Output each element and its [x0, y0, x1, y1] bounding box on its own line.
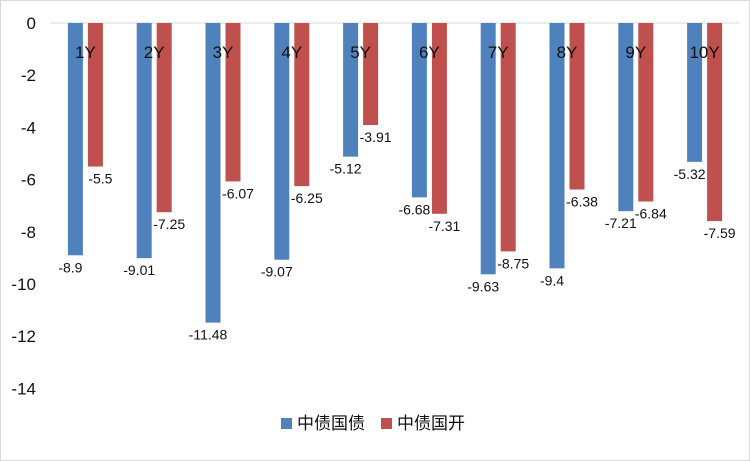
category-label: 8Y: [557, 43, 578, 62]
category-labels: 1Y 2Y 3Y 4Y 5Y 6Y 7Y 8Y 9Y 10Y: [75, 43, 720, 62]
data-label: -7.31: [428, 218, 460, 234]
data-label: -6.07: [222, 185, 254, 201]
bar-series2-4Y: [294, 23, 310, 187]
data-label: -5.5: [88, 171, 112, 187]
bar-series1-3Y: [205, 23, 221, 323]
y-tick-label: -6: [21, 171, 36, 190]
y-tick-label: -10: [11, 275, 36, 294]
data-label: -6.68: [398, 201, 430, 217]
data-label: -9.4: [540, 272, 564, 288]
data-label: -6.84: [635, 206, 667, 222]
data-label: -5.12: [330, 161, 362, 177]
bar-series2-3Y: [225, 23, 241, 182]
bar-series1-6Y: [411, 23, 427, 198]
category-label: 1Y: [75, 43, 96, 62]
bar-series2-6Y: [431, 23, 447, 214]
bar-series2-9Y: [638, 23, 654, 202]
bar-series2-7Y: [500, 23, 516, 252]
legend-swatch: [281, 418, 292, 429]
bar-series1-10Y: [687, 23, 703, 162]
bar-series2-1Y: [87, 23, 103, 167]
data-label: -5.32: [674, 166, 706, 182]
data-label: -9.07: [261, 264, 293, 280]
data-label: -7.21: [605, 215, 637, 231]
category-label: 5Y: [350, 43, 371, 62]
data-label: -11.48: [189, 327, 228, 343]
y-tick-label: 0: [27, 14, 36, 33]
category-label: 2Y: [144, 43, 165, 62]
data-label: -8.75: [497, 255, 529, 271]
bar-series2-2Y: [156, 23, 172, 213]
data-label: -9.01: [123, 262, 155, 278]
plot-bars: [67, 23, 723, 323]
bar-series1-4Y: [274, 23, 290, 260]
category-label: 3Y: [213, 43, 234, 62]
bar-series1-5Y: [343, 23, 359, 157]
y-tick-label: -2: [21, 66, 36, 85]
data-label: -8.9: [58, 259, 82, 275]
bar-series1-9Y: [618, 23, 634, 212]
data-label: -6.25: [291, 190, 323, 206]
category-label: 10Y: [689, 43, 719, 62]
legend-label: 中债国开: [397, 414, 465, 433]
category-label: 7Y: [488, 43, 509, 62]
y-tick-label: -4: [21, 118, 36, 137]
y-tick-label: -14: [11, 379, 36, 398]
bar-series2-8Y: [569, 23, 585, 190]
legend-swatch: [381, 418, 392, 429]
bar-series1-2Y: [136, 23, 152, 259]
bar-series1-7Y: [480, 23, 496, 275]
data-label: -6.38: [566, 194, 598, 210]
legend: 中债国债 中债国开: [281, 414, 465, 433]
data-labels: -8.9-5.5-9.01-7.25-11.48-6.07-9.07-6.25-…: [58, 129, 735, 343]
data-label: -9.63: [467, 278, 499, 294]
data-label: -3.91: [360, 129, 392, 145]
bar-series2-10Y: [707, 23, 723, 222]
bar-series2-5Y: [363, 23, 379, 126]
legend-label: 中债国债: [297, 414, 365, 433]
data-label: -7.25: [153, 216, 185, 232]
data-label: -7.59: [704, 225, 736, 241]
y-tick-label: -12: [11, 327, 36, 346]
category-label: 9Y: [625, 43, 646, 62]
bar-series1-8Y: [549, 23, 565, 269]
category-label: 4Y: [281, 43, 302, 62]
y-tick-label: -8: [21, 223, 36, 242]
category-label: 6Y: [419, 43, 440, 62]
bar-series1-1Y: [67, 23, 83, 256]
